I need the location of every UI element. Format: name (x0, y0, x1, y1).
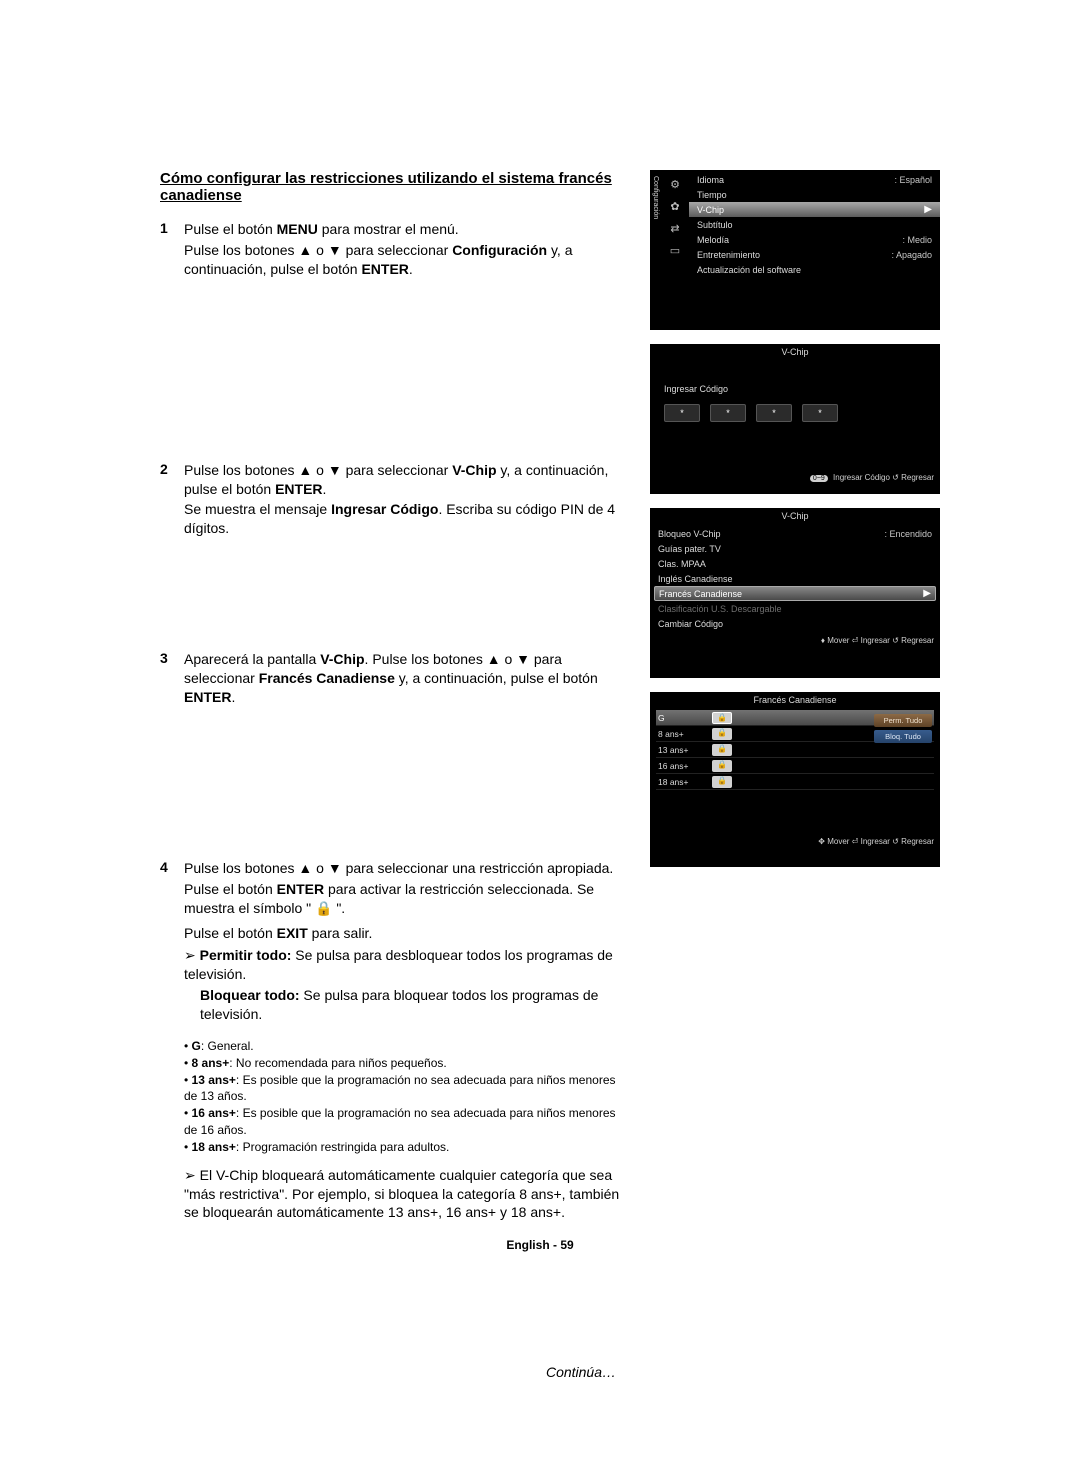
t: Pulse el botón (184, 221, 277, 237)
t: ENTER (275, 481, 322, 497)
tv-footer: ♦ Mover ⏎ Ingresar ↺ Regresar (650, 633, 940, 648)
t: 16 ans+ (192, 1106, 236, 1120)
menu-item: Subtítulo (689, 217, 940, 232)
menu-item: Clasificación U.S. Descargable (650, 601, 940, 616)
ratings-notes: G: General. 8 ans+: No recomendada para … (184, 1038, 622, 1156)
t: para mostrar el menú. (318, 221, 459, 237)
menu-item: Clas. MPAA (650, 556, 940, 571)
page-footer: English - 59 (0, 1238, 1080, 1252)
step-number: 3 (160, 650, 184, 709)
step-body: Pulse los botones ▲ o ▼ para seleccionar… (184, 859, 622, 1026)
tv-title: V-Chip (650, 344, 940, 360)
t: ENTER (184, 689, 231, 705)
section-title: Cómo configurar las restricciones utiliz… (160, 170, 622, 204)
menu-item: Francés Canadiense▶ (654, 586, 936, 601)
tv-icon: ▭ (667, 242, 683, 258)
t: Pulse el botón (184, 881, 277, 897)
t: 13 ans+ (192, 1073, 236, 1087)
tv-sidelabel: Configuración (650, 170, 661, 330)
pill: 0~9 (810, 475, 828, 482)
tv-footer: 0~9 Ingresar Código ↺ Regresar (650, 470, 940, 485)
t: Pulse los botones ▲ o ▼ para seleccionar (184, 462, 452, 478)
t: : Es posible que la programación no sea … (184, 1106, 616, 1137)
t: Pulse el botón (184, 925, 277, 941)
pin-box: * (802, 404, 838, 422)
t: Ingresar Código (331, 501, 438, 517)
tv-screenshot-pin: V-Chip Ingresar Código * * * * 0~9 Ingresar… (650, 344, 940, 494)
rating-row: 16 ans+🔒 (656, 758, 934, 774)
rating-row: 18 ans+🔒 (656, 774, 934, 790)
t: Ingresar Código ↺ Regresar (831, 473, 934, 482)
t: 18 ans+ (192, 1140, 236, 1154)
final-note: El V-Chip bloqueará automáticamente cual… (160, 1166, 622, 1225)
t: V-Chip (320, 651, 364, 667)
gear-icon: ✿ (667, 198, 683, 214)
t: ENTER (361, 261, 408, 277)
menu-item: Tiempo (689, 187, 940, 202)
tv-title: Francés Canadiense (650, 692, 940, 708)
t: EXIT (277, 925, 308, 941)
menu-item: V-Chip▶ (689, 202, 940, 217)
menu-item: Actualización del software (689, 262, 940, 277)
menu-item: Bloqueo V-Chip: Encendido (650, 526, 940, 541)
input-icon: ⇄ (667, 220, 683, 236)
tv-message: Ingresar Código (650, 360, 940, 398)
t: : No recomendada para niños pequeños. (229, 1056, 446, 1070)
t: Aparecerá la pantalla (184, 651, 320, 667)
menu-item: Guías pater. TV (650, 541, 940, 556)
step-number: 1 (160, 220, 184, 281)
step-1: 1 Pulse el botón MENU para mostrar el me… (160, 220, 622, 281)
menu-item: Cambiar Código (650, 616, 940, 631)
step-body: Pulse el botón MENU para mostrar el menú… (184, 220, 622, 281)
t: Francés Canadiense (259, 670, 395, 686)
pin-box: * (710, 404, 746, 422)
menu-item: Idioma: Español (689, 172, 940, 187)
step-2: 2 Pulse los botones ▲ o ▼ para seleccion… (160, 461, 622, 541)
t: Permitir todo: (200, 947, 292, 963)
permit-all-button: Perm. Tudo (874, 714, 932, 727)
step-4: 4 Pulse los botones ▲ o ▼ para seleccion… (160, 859, 622, 1026)
t: Bloquear todo: (200, 987, 300, 1003)
t: . (409, 261, 413, 277)
block-all-button: Bloq. Tudo (874, 730, 932, 743)
step-body: Aparecerá la pantalla V-Chip. Pulse los … (184, 650, 622, 709)
t: Configuración (452, 242, 547, 258)
menu-item: Melodía: Medio (689, 232, 940, 247)
rating-row: 13 ans+🔒 (656, 742, 934, 758)
t: y, a continuación, pulse el botón (395, 670, 598, 686)
t: : Es posible que la programación no sea … (184, 1073, 616, 1104)
step-body: Pulse los botones ▲ o ▼ para seleccionar… (184, 461, 622, 541)
tv-screenshot-ratings: Francés Canadiense Perm. Tudo Bloq. Tudo… (650, 692, 940, 867)
t: para salir. (308, 925, 373, 941)
continues: Continúa… (160, 1364, 616, 1380)
t: . (323, 481, 327, 497)
tv-title: V-Chip (650, 508, 940, 524)
menu-item: Entretenimiento: Apagado (689, 247, 940, 262)
t: El V-Chip bloqueará automáticamente cual… (184, 1166, 622, 1223)
t: ENTER (277, 881, 324, 897)
pin-box: * (756, 404, 792, 422)
step-3: 3 Aparecerá la pantalla V-Chip. Pulse lo… (160, 650, 622, 709)
t: G (192, 1039, 201, 1053)
t: : Programación restringida para adultos. (236, 1140, 449, 1154)
plug-icon: ⚙ (667, 176, 683, 192)
tv-footer: ✥ Mover ⏎ Ingresar ↺ Regresar (650, 834, 940, 849)
tv-screenshot-config: Configuración ⚙ ✿ ⇄ ▭ Idioma: EspañolTie… (650, 170, 940, 330)
t: Se muestra el mensaje (184, 501, 331, 517)
tv-screenshot-vchip: V-Chip Bloqueo V-Chip: EncendidoGuías pa… (650, 508, 940, 678)
t: . (231, 689, 235, 705)
t: V-Chip (452, 462, 496, 478)
menu-item: Inglés Canadiense (650, 571, 940, 586)
t: : General. (201, 1039, 254, 1053)
t: MENU (277, 221, 318, 237)
t: Pulse los botones ▲ o ▼ para seleccionar… (184, 859, 622, 878)
step-number: 2 (160, 461, 184, 541)
t: Pulse los botones ▲ o ▼ para seleccionar (184, 242, 452, 258)
pin-box: * (664, 404, 700, 422)
step-number: 4 (160, 859, 184, 1026)
t: 8 ans+ (192, 1056, 230, 1070)
